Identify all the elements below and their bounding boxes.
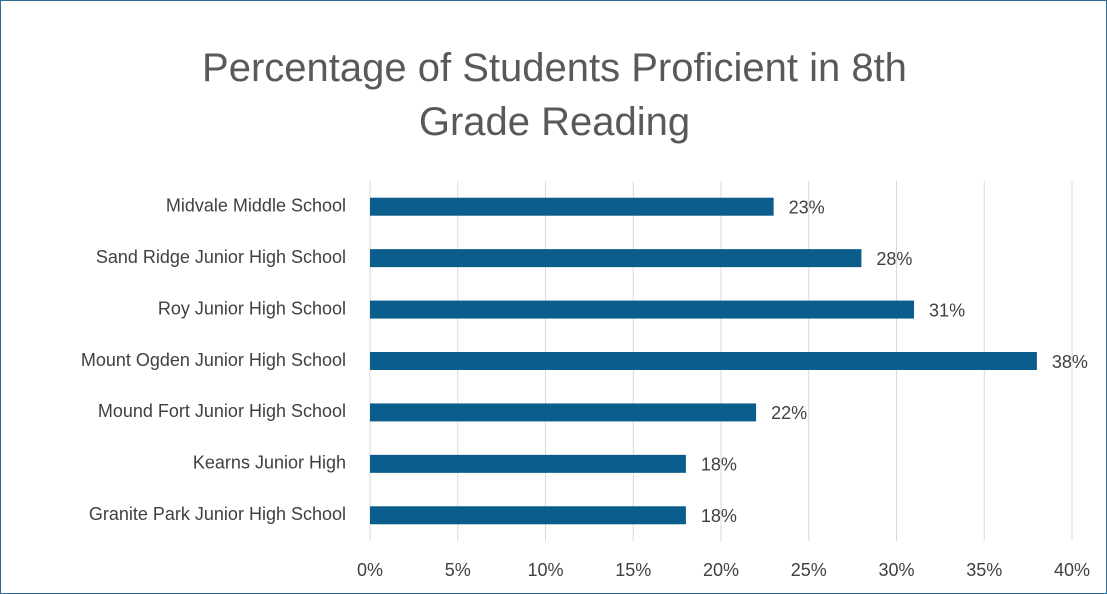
x-tick-label: 0% bbox=[357, 560, 383, 580]
data-label: 38% bbox=[1052, 352, 1088, 372]
y-tick-label: Mound Fort Junior High School bbox=[98, 401, 346, 421]
bar bbox=[370, 454, 686, 473]
x-tick-label: 25% bbox=[791, 560, 827, 580]
bar bbox=[370, 403, 757, 422]
chart-title: Percentage of Students Proficient in 8th… bbox=[202, 46, 907, 144]
x-tick-label: 20% bbox=[703, 560, 739, 580]
y-tick-label: Kearns Junior High bbox=[193, 453, 346, 473]
bar bbox=[370, 506, 686, 525]
bar bbox=[370, 300, 915, 319]
x-tick-label: 30% bbox=[878, 560, 914, 580]
data-label: 18% bbox=[701, 506, 737, 526]
data-label: 22% bbox=[771, 403, 807, 423]
x-tick-label: 40% bbox=[1054, 560, 1090, 580]
data-label: 18% bbox=[701, 455, 737, 475]
bar bbox=[370, 249, 862, 268]
x-tick-label: 15% bbox=[615, 560, 651, 580]
y-tick-label: Midvale Middle School bbox=[166, 195, 346, 215]
x-tick-label: 10% bbox=[527, 560, 563, 580]
data-label: 23% bbox=[789, 197, 825, 217]
title-box: Percentage of Students Proficient in 8th… bbox=[1, 41, 1106, 149]
bar bbox=[370, 197, 774, 216]
x-tick-label: 35% bbox=[966, 560, 1002, 580]
bar bbox=[370, 352, 1037, 370]
data-label: 28% bbox=[876, 249, 912, 269]
y-tick-label: Mount Ogden Junior High School bbox=[81, 350, 346, 370]
data-label: 31% bbox=[929, 300, 965, 320]
y-tick-label: Sand Ridge Junior High School bbox=[96, 247, 346, 267]
y-tick-label: Granite Park Junior High School bbox=[89, 504, 346, 524]
x-tick-label: 5% bbox=[445, 560, 471, 580]
y-tick-label: Roy Junior High School bbox=[158, 298, 346, 318]
